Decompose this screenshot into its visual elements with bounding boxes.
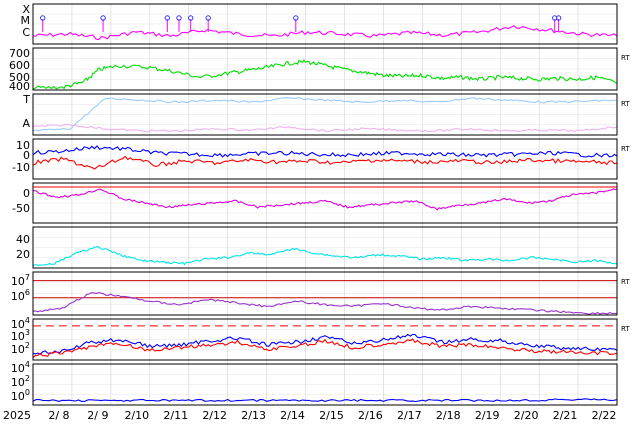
y-tick-label: 0 xyxy=(23,187,30,200)
series-line-ae xyxy=(32,245,618,267)
x-tick-label: 2/15 xyxy=(319,409,344,422)
y-tick-label: 100 xyxy=(11,388,30,403)
y-tick-label: 104 xyxy=(11,316,30,331)
y-tick-label: X xyxy=(22,3,30,16)
series-line-proton-p1 xyxy=(32,333,618,355)
x-tick-label: 2/21 xyxy=(553,409,578,422)
y-tick-label: 0 xyxy=(23,149,30,162)
y-tick-label: 106 xyxy=(11,288,30,303)
x-tick-label: 2/19 xyxy=(475,409,500,422)
y-tick-label: -50 xyxy=(12,202,30,215)
y-tick-label: 700 xyxy=(9,47,30,60)
y-tick-label: A xyxy=(22,117,30,130)
rt-label: RT xyxy=(621,54,630,62)
panel-frame-speed xyxy=(32,47,618,91)
series-line-proton-p2 xyxy=(32,338,618,358)
panel-frame-imf xyxy=(32,138,618,180)
y-tick-label: 10 xyxy=(16,139,30,152)
y-tick-label: 20 xyxy=(16,248,30,261)
y-tick-label: 40 xyxy=(16,233,30,246)
panel-frame-dst xyxy=(32,182,618,224)
series-line-highenergy xyxy=(32,398,618,403)
series-line-imf-Bt xyxy=(32,145,618,158)
flare-marker xyxy=(187,15,194,21)
y-tick-label: 500 xyxy=(9,71,30,84)
x-tick-label: 2/16 xyxy=(358,409,383,422)
grid xyxy=(32,4,618,405)
series-layer xyxy=(32,15,618,403)
y-tick-label: T xyxy=(22,93,30,106)
x-tick-label: 2/18 xyxy=(436,409,461,422)
y-tick-label: 107 xyxy=(11,273,30,288)
x-tick-label: 2/14 xyxy=(280,409,305,422)
x-tick-label: 2/11 xyxy=(163,409,188,422)
x-tick-label: 2/13 xyxy=(241,409,266,422)
x-tick-label: 2/12 xyxy=(202,409,227,422)
series-line-ta-T xyxy=(32,97,618,132)
x-tick-label: 2/17 xyxy=(397,409,422,422)
y-tick-label: 104 xyxy=(11,360,30,375)
flare-marker xyxy=(176,15,182,21)
rt-label: RT xyxy=(621,325,630,333)
flare-marker xyxy=(40,15,46,21)
y-tick-label: -10 xyxy=(12,161,30,174)
panel-frame-electron xyxy=(32,271,618,316)
series-line-ta-A xyxy=(32,123,618,133)
series-line-dst xyxy=(32,188,618,211)
x-tick-label: 2/ 9 xyxy=(87,409,108,422)
rt-label: RT xyxy=(621,278,630,286)
series-line-electron xyxy=(32,292,618,315)
y-tick-label: 102 xyxy=(11,374,30,389)
panel-frame-ae xyxy=(32,226,618,269)
y-tick-label: 600 xyxy=(9,59,30,72)
rt-label: RT xyxy=(621,100,630,108)
flare-marker xyxy=(293,15,299,21)
x-tick-label: 2/22 xyxy=(592,409,617,422)
series-line-imf-Bz xyxy=(32,155,618,170)
x-tick-label: 2025 xyxy=(3,409,31,422)
series-line-xmc xyxy=(32,25,618,41)
axis-labels: XMC700600500400RTTART010-10RT0-504020107… xyxy=(3,3,630,422)
panel-frame-xmc xyxy=(32,3,618,45)
panel-frame-proton xyxy=(32,318,618,361)
rt-label: RT xyxy=(621,145,630,153)
y-tick-label: 400 xyxy=(9,80,30,93)
panel-frame-ta xyxy=(32,93,618,136)
flare-marker xyxy=(164,15,171,21)
y-tick-label: 102 xyxy=(11,341,30,356)
y-tick-label: M xyxy=(21,14,31,27)
x-tick-label: 2/20 xyxy=(514,409,539,422)
y-tick-label: 103 xyxy=(11,328,30,343)
flare-marker xyxy=(100,15,106,21)
x-tick-label: 2/ 8 xyxy=(48,409,69,422)
y-tick-label: C xyxy=(22,26,30,39)
flare-marker xyxy=(552,15,558,21)
series-line-speed xyxy=(32,59,618,90)
flare-marker xyxy=(555,15,562,21)
panel-frames xyxy=(32,3,618,406)
panel-frame-highenergy xyxy=(32,363,618,406)
x-tick-label: 2/10 xyxy=(124,409,149,422)
flare-marker xyxy=(205,15,211,21)
